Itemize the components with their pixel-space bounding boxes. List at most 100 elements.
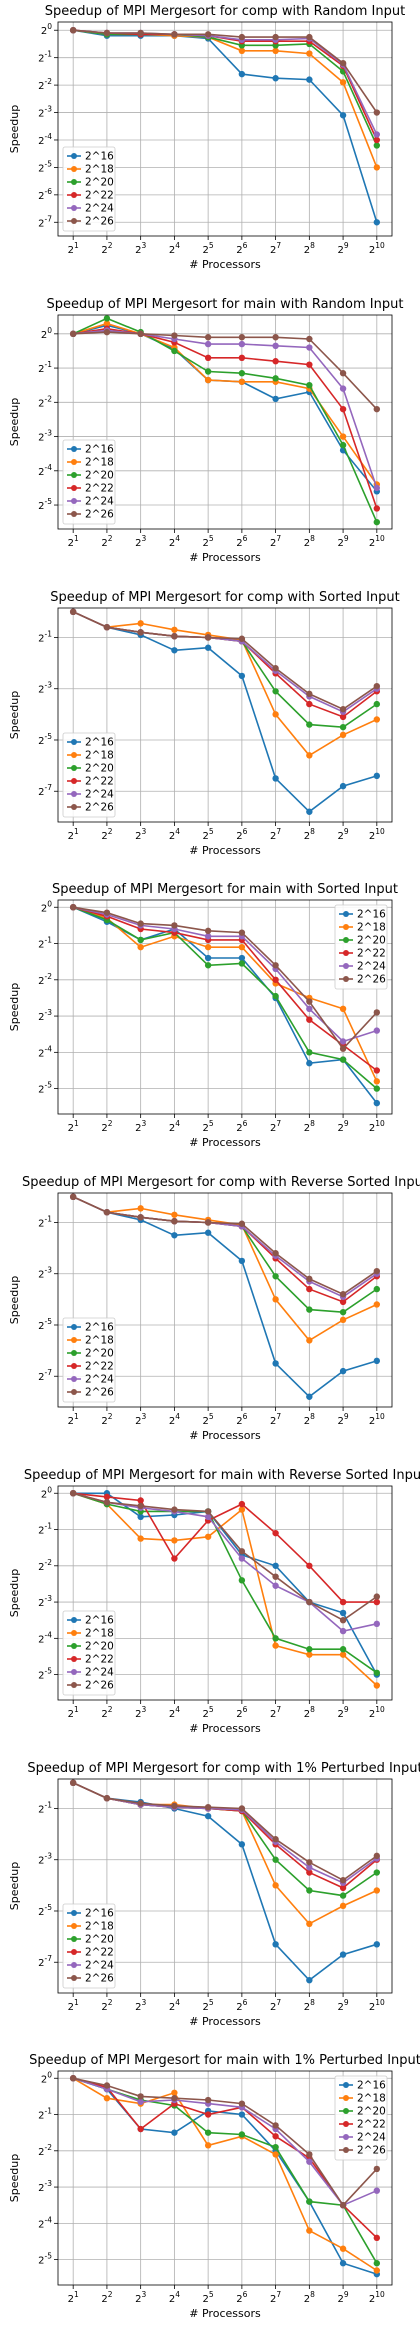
data-point: [272, 1250, 278, 1256]
x-tick-label: 21: [68, 1998, 79, 2013]
legend-swatch-marker: [343, 2095, 349, 2101]
legend-label: 2^22: [357, 2119, 386, 2131]
legend-label: 2^20: [85, 1933, 114, 1945]
series-line: [73, 1782, 377, 1887]
x-tick-label: 27: [270, 241, 281, 256]
y-tick-label: 2-5: [38, 1081, 52, 1096]
y-tick-label: 2-7: [38, 214, 52, 229]
y-tick-label: 20: [41, 22, 52, 37]
x-tick-label: 27: [270, 1119, 281, 1134]
data-point: [340, 1646, 346, 1652]
x-tick-label: 27: [270, 827, 281, 842]
legend-swatch-marker: [71, 1669, 77, 1675]
data-point: [272, 1296, 278, 1302]
data-point: [104, 910, 110, 916]
y-tick-label: 2-1: [38, 936, 52, 951]
y-tick-label: 2-7: [38, 1368, 52, 1383]
data-point: [171, 647, 177, 653]
x-tick-label: 29: [338, 1412, 349, 1427]
x-axis-label: # Processors: [189, 551, 261, 564]
series-2-24: [70, 1779, 380, 1885]
data-point: [340, 1599, 346, 1605]
legend-swatch-marker: [71, 765, 77, 771]
x-tick-label: 26: [236, 1119, 247, 1134]
legend-swatch-marker: [71, 446, 77, 452]
x-tick-label: 29: [338, 1998, 349, 2013]
data-point: [70, 608, 76, 614]
y-tick-label: 2-1: [38, 629, 52, 644]
speedup-chart-1: Speedup of MPI Mergesort for comp with R…: [0, 0, 420, 293]
series-2-22: [70, 325, 380, 511]
legend-swatch-marker: [71, 485, 77, 491]
series-2-24: [70, 2075, 380, 2208]
y-tick-label: 2-4: [38, 1045, 52, 1060]
legend-swatch-marker: [343, 2121, 349, 2127]
x-tick-label: 21: [68, 1412, 79, 1427]
x-tick-label: 27: [270, 534, 281, 549]
legend-swatch-marker: [71, 804, 77, 810]
legend-label: 2^16: [85, 1322, 114, 1334]
series-2-26: [70, 27, 380, 116]
speedup-chart-4: Speedup of MPI Mergesort for main with S…: [0, 878, 420, 1171]
legend-swatch-marker: [71, 791, 77, 797]
y-tick-label: 2-3: [38, 1266, 52, 1281]
data-point: [340, 1309, 346, 1315]
series-line: [73, 323, 377, 484]
data-point: [205, 2130, 211, 2136]
legend-label: 2^26: [357, 974, 386, 986]
data-point: [340, 731, 346, 737]
legend-label: 2^20: [85, 1640, 114, 1652]
series-2-22: [70, 2075, 380, 2241]
data-point: [205, 2142, 211, 2148]
data-point: [272, 2133, 278, 2139]
speedup-chart-3: Speedup of MPI Mergesort for comp with S…: [0, 586, 420, 879]
data-point: [374, 2268, 380, 2274]
x-tick-label: 23: [135, 827, 146, 842]
data-point: [272, 1273, 278, 1279]
legend: 2^162^182^202^222^242^26: [63, 1904, 115, 1988]
y-tick-label: 2-3: [38, 2179, 52, 2194]
data-point: [374, 505, 380, 511]
data-point: [306, 690, 312, 696]
x-tick-label: 23: [135, 1705, 146, 1720]
data-point: [374, 1887, 380, 1893]
data-point: [340, 1628, 346, 1634]
data-point: [272, 395, 278, 401]
data-point: [171, 626, 177, 632]
x-tick-label: 210: [369, 1998, 385, 2013]
data-point: [306, 1049, 312, 1055]
y-tick-label: 2-4: [38, 132, 52, 147]
legend-label: 2^16: [357, 2080, 386, 2092]
chart-title: Speedup of MPI Mergesort for comp with 1…: [27, 1761, 420, 1776]
legend-label: 2^18: [85, 164, 114, 176]
series-2-24: [70, 327, 380, 491]
series-2-18: [70, 27, 380, 171]
data-point: [340, 370, 346, 376]
data-point: [340, 1317, 346, 1323]
data-point: [104, 1499, 110, 1505]
x-tick-label: 21: [68, 1705, 79, 1720]
y-tick-label: 2-3: [38, 1594, 52, 1609]
legend-label: 2^22: [85, 775, 114, 787]
data-point: [374, 219, 380, 225]
data-point: [374, 406, 380, 412]
chart-title: Speedup of MPI Mergesort for main with 1…: [29, 2053, 420, 2068]
x-axis-label: # Processors: [189, 258, 261, 271]
data-point: [374, 1852, 380, 1858]
data-point: [374, 137, 380, 143]
data-point: [340, 406, 346, 412]
x-tick-label: 24: [169, 534, 180, 549]
data-point: [205, 1508, 211, 1514]
data-point: [137, 330, 143, 336]
x-axis-label: # Processors: [189, 1722, 261, 1735]
data-point: [239, 71, 245, 77]
data-point: [205, 1812, 211, 1818]
legend-label: 2^24: [85, 203, 114, 215]
data-point: [374, 2260, 380, 2266]
data-point: [374, 1358, 380, 1364]
legend-swatch-marker: [71, 1656, 77, 1662]
y-axis-label: Speedup: [8, 690, 21, 738]
data-point: [205, 955, 211, 961]
series-2-20: [70, 1779, 380, 1898]
x-tick-label: 23: [135, 2290, 146, 2305]
